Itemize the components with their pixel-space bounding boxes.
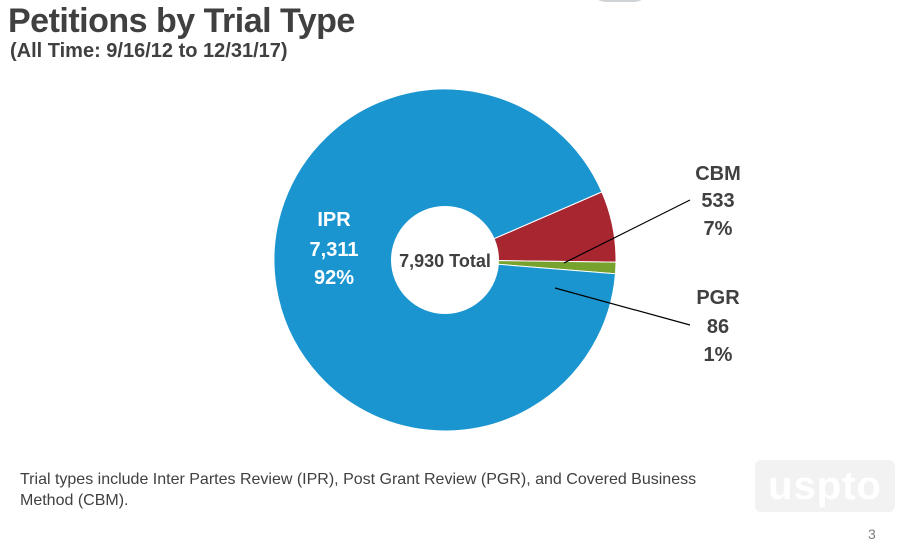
footnote: Trial types include Inter Partes Review … [20,471,697,509]
ipr-percent-label: 92% [314,267,354,289]
pgr-leader-line [554,287,691,326]
slide-title: Petitions by Trial Type [8,2,355,40]
logo-text: uspto [768,464,882,508]
pgr-percent-label: 1% [704,344,733,366]
ipr-value-label: 7,311 [310,239,359,261]
donut-hole [391,206,499,314]
uspto-logo: uspto [755,460,895,512]
slide-subtitle: (All Time: 9/16/12 to 12/31/17) [10,40,288,62]
pgr-label: PGR [696,287,740,309]
cbm-label: CBM [695,163,741,185]
cbm-value-label: 533 [701,190,734,212]
pgr-value-label: 86 [707,316,729,338]
cbm-leader-line [563,199,691,264]
page-number: 3 [868,526,876,542]
center-total-label: 7,930 Total [399,251,491,271]
ipr-label: IPR [317,209,351,231]
decorative-arc [590,0,650,2]
cbm-percent-label: 7% [704,218,733,240]
